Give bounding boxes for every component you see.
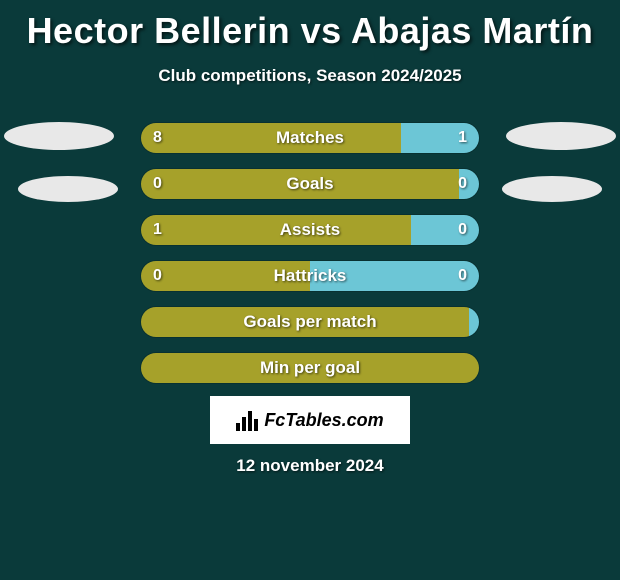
stat-bar-left-segment	[141, 123, 401, 153]
stat-bar-left-segment	[141, 169, 459, 199]
stat-bar-left-segment	[141, 353, 479, 383]
brand-badge: FcTables.com	[210, 396, 410, 444]
stat-bar: Goals per match	[140, 306, 480, 338]
date-text: 12 november 2024	[0, 456, 620, 476]
stat-bar-left-segment	[141, 261, 310, 291]
player-right-ellipse-2	[502, 176, 602, 202]
page-title: Hector Bellerin vs Abajas Martín	[0, 0, 620, 52]
brand-text: FcTables.com	[264, 410, 383, 431]
stat-bar-left-segment	[141, 215, 411, 245]
player-left-ellipse-1	[4, 122, 114, 150]
stat-bar: Goals00	[140, 168, 480, 200]
stat-bar: Matches81	[140, 122, 480, 154]
stat-bar-left-segment	[141, 307, 469, 337]
stat-bar: Min per goal	[140, 352, 480, 384]
stat-bar-right-segment	[310, 261, 479, 291]
player-left-ellipse-2	[18, 176, 118, 202]
stat-bar-right-segment	[401, 123, 479, 153]
brand-logo-icon	[236, 409, 258, 431]
comparison-bars: Matches81 Goals00 Assists10 Hattricks00 Goal…	[140, 122, 480, 384]
player-right-ellipse-1	[506, 122, 616, 150]
stat-bar: Hattricks00	[140, 260, 480, 292]
stat-bar-right-segment	[411, 215, 479, 245]
stat-bar: Assists10	[140, 214, 480, 246]
stat-bar-right-segment	[459, 169, 479, 199]
stat-bar-right-segment	[469, 307, 479, 337]
page-subtitle: Club competitions, Season 2024/2025	[0, 66, 620, 86]
